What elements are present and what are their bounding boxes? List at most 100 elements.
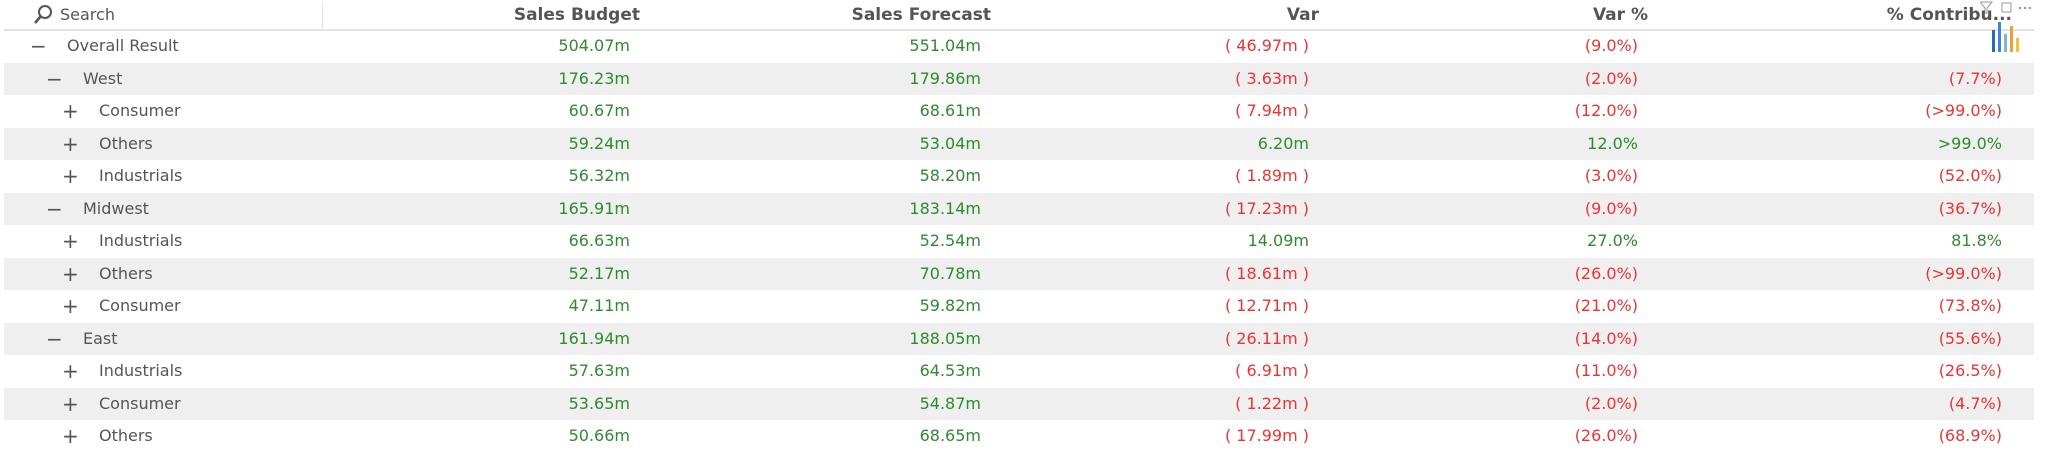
matrix-row: − West 176.23m 179.86m ( 3.63m ) (2.0%) (7.7%) [4,62,2034,95]
value-cell: 504.07m [558,36,630,55]
value-cell: 53.65m [568,393,630,413]
visual-icons [1980,1,2032,52]
value-cell: 52.54m [919,231,981,250]
matrix-row: + Consumer 60.67m 68.61m ( 7.94m ) (12.0%) (>9… [4,95,2034,128]
value-cell: 81.8% [1951,231,2002,250]
expand-toggle[interactable]: + [62,99,79,123]
matrix-row: − East 161.94m 188.05m ( 26.11m ) (14.0%) (55.… [4,322,2034,355]
value-cell: >99.0% [1937,133,2002,153]
value-cell: (55.6%) [1938,328,2002,348]
value-cell: 64.53m [919,361,981,380]
value-cell: 165.91m [558,198,630,218]
expand-toggle[interactable]: − [46,66,63,91]
value-cell: (14.0%) [1574,328,1638,348]
value-cell: (3.0%) [1584,166,1638,185]
value-cell: 57.63m [568,361,630,380]
value-cell: ( 18.61m ) [1224,263,1309,283]
row-label: Midwest [83,198,149,218]
value-cell: ( 17.99m ) [1224,426,1309,445]
value-cell: (26.0%) [1574,426,1638,445]
row-label: Consumer [99,296,181,315]
value-cell: 58.20m [919,166,981,185]
value-cell: (52.0%) [1938,166,2002,185]
matrix-row: + Industrials 56.32m 58.20m ( 1.89m ) (3.0%) (… [4,160,2034,193]
row-label: West [83,68,123,88]
expand-toggle[interactable]: + [62,424,79,448]
matrix-row: + Industrials 66.63m 52.54m 14.09m 27.0% 81.8% [4,225,2034,258]
value-cell: 54.87m [919,393,981,413]
expand-toggle[interactable]: + [62,131,79,156]
header-row [4,0,2034,31]
value-cell: 6.20m [1257,133,1309,153]
value-cell: 12.0% [1587,133,1638,153]
matrix-row: + Others 59.24m 53.04m 6.20m 12.0% >99.0% [4,127,2034,160]
value-cell: 68.65m [919,426,981,445]
value-cell: (9.0%) [1584,36,1638,55]
value-cell: ( 12.71m ) [1224,296,1309,315]
value-cell: (2.0%) [1584,68,1638,88]
value-cell: 47.11m [568,296,630,315]
matrix-row: − Midwest 165.91m 183.14m ( 17.23m ) (9.0%) (3… [4,192,2034,225]
value-cell: (4.7%) [1948,393,2002,413]
value-cell: ( 17.23m ) [1224,198,1309,218]
value-cell: 14.09m [1247,231,1309,250]
value-cell: 56.32m [568,166,630,185]
value-cell: 183.14m [909,198,981,218]
value-cell: ( 6.91m ) [1235,361,1309,380]
value-cell: ( 26.11m ) [1224,328,1309,348]
value-cell: 176.23m [558,68,630,88]
expand-toggle[interactable]: + [62,164,79,188]
column-header[interactable]: Var [1286,5,1319,25]
column-header[interactable]: Sales Budget [513,5,640,25]
row-label: Industrials [99,166,183,185]
value-cell: ( 1.22m ) [1235,393,1309,413]
value-cell: 50.66m [568,426,630,445]
value-cell: (26.5%) [1938,361,2002,380]
expand-toggle[interactable]: + [62,229,79,253]
value-cell: (26.0%) [1574,263,1638,283]
matrix-row: + Consumer 53.65m 54.87m ( 1.22m ) (2.0%) (4.7… [4,387,2034,420]
value-cell: ( 7.94m ) [1235,101,1309,120]
column-header[interactable]: Sales Forecast [851,5,991,25]
expand-toggle[interactable]: + [62,261,79,286]
row-label: Consumer [99,393,181,413]
expand-toggle[interactable]: − [46,326,63,351]
column-header[interactable]: Var % [1592,5,1648,25]
expand-toggle[interactable]: + [62,359,79,383]
matrix-row: + Consumer 47.11m 59.82m ( 12.71m ) (21.0%) (7… [4,290,2034,323]
value-cell: (>99.0%) [1925,101,2002,120]
matrix-row: + Others 50.66m 68.65m ( 17.99m ) (26.0%) (68.… [4,420,2034,453]
row-label: Others [99,426,153,445]
expand-toggle[interactable]: − [46,196,63,221]
value-cell: 66.63m [568,231,630,250]
row-label: Industrials [99,361,183,380]
value-cell: (73.8%) [1938,296,2002,315]
value-cell: 179.86m [909,68,981,88]
expand-toggle[interactable]: + [62,391,79,416]
expand-toggle[interactable]: + [62,294,79,318]
value-cell: 27.0% [1587,231,1638,250]
expand-toggle[interactable]: − [30,34,47,58]
row-label: Others [99,263,153,283]
value-cell: (12.0%) [1574,101,1638,120]
value-cell: 52.17m [568,263,630,283]
value-cell: (7.7%) [1948,68,2002,88]
row-label: Consumer [99,101,181,120]
value-cell: 188.05m [909,328,981,348]
search-icon [34,5,52,24]
value-cell: (9.0%) [1584,198,1638,218]
value-cell: 60.67m [568,101,630,120]
value-cell: 53.04m [919,133,981,153]
matrix-row: + Others 52.17m 70.78m ( 18.61m ) (26.0%) (>99… [4,257,2034,290]
search-placeholder: Search [60,5,115,24]
value-cell: 70.78m [919,263,981,283]
value-cell: (36.7%) [1938,198,2002,218]
search-box[interactable]: Search [4,2,323,28]
matrix-row: + Industrials 57.63m 64.53m ( 6.91m ) (11.0%)… [4,355,2034,388]
value-cell: 59.82m [919,296,981,315]
column-header[interactable]: % Contribu... [1886,5,2012,25]
row-label: Industrials [99,231,183,250]
row-label: Others [99,133,153,153]
row-label: East [83,328,118,348]
